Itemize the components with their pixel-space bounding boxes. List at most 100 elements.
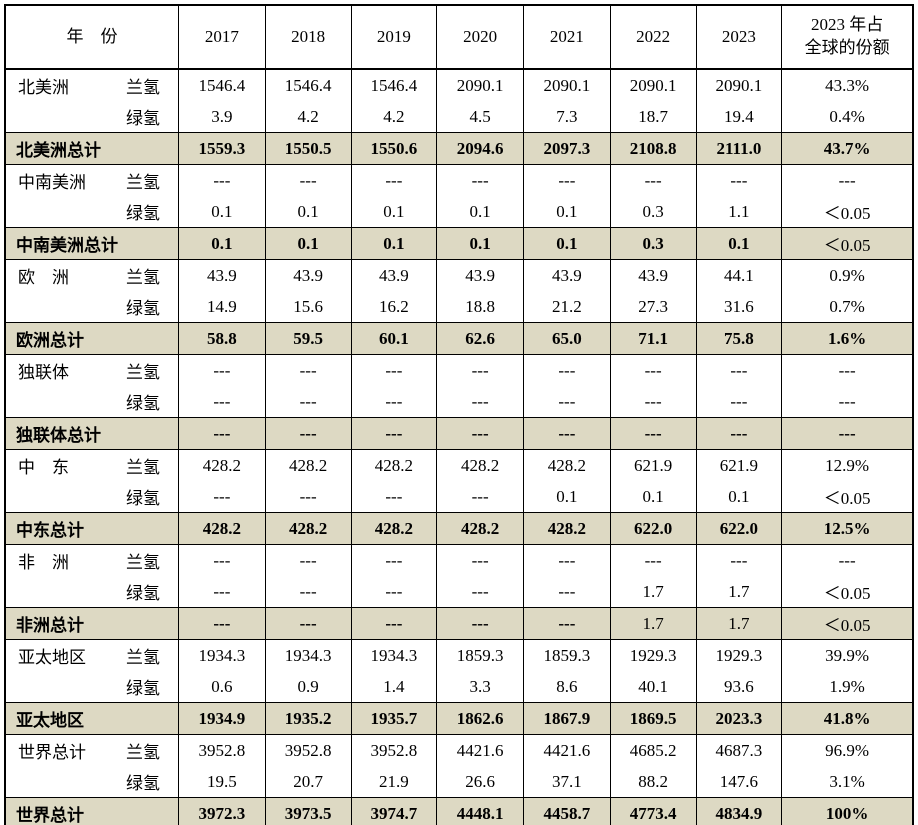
- value-cell: 0.1: [695, 227, 783, 260]
- value-cell: 0.1: [609, 481, 697, 513]
- data-row: 绿氢 0.1 0.1 0.1 0.1 0.1 0.3 1.1 ＜0.05: [4, 196, 914, 228]
- value-cell: 71.1: [609, 322, 697, 355]
- value-cell: ---: [178, 607, 266, 640]
- value-cell: 3.3: [436, 671, 525, 703]
- value-cell: 20.7: [264, 766, 352, 798]
- value-cell: ---: [350, 544, 438, 576]
- fuel-type-label: 绿氢: [126, 489, 161, 508]
- data-row: 绿氢 14.9 15.6 16.2 18.8 21.2 27.3 31.6 0.7%: [4, 291, 914, 323]
- value-cell: 4448.1: [436, 797, 525, 825]
- value-cell: 1929.3: [609, 639, 697, 671]
- region-fuel-wrap: 绿氢: [6, 389, 178, 414]
- region-label-cell: 亚太地区 兰氢: [4, 639, 180, 671]
- value-cell: 4421.6: [523, 734, 611, 766]
- data-row: 独联体 兰氢 --- --- --- --- --- --- --- ---: [4, 354, 914, 386]
- region-fuel-wrap: 绿氢: [6, 294, 178, 319]
- value-cell: 8.6: [523, 671, 611, 703]
- region-label-cell: 非 洲 兰氢: [4, 544, 180, 576]
- region-name: 中 东: [18, 458, 69, 477]
- value-cell: 2097.3: [523, 132, 611, 165]
- region-name: 非 洲: [18, 553, 69, 572]
- value-cell: 43.9: [350, 259, 438, 291]
- region-fuel-wrap: 绿氢: [6, 484, 178, 509]
- value-cell: ---: [264, 354, 352, 386]
- value-cell: 0.6: [178, 671, 266, 703]
- value-cell: 3.9: [178, 101, 266, 133]
- value-cell: ---: [436, 481, 525, 513]
- value-cell: 0.1: [264, 196, 352, 228]
- value-cell: ---: [178, 354, 266, 386]
- value-cell: 1935.7: [350, 702, 438, 735]
- value-cell: 19.4: [695, 101, 783, 133]
- value-cell: ---: [178, 164, 266, 196]
- value-cell: 428.2: [350, 449, 438, 481]
- value-cell: ---: [436, 417, 525, 450]
- value-cell: ---: [523, 354, 611, 386]
- value-cell: 2094.6: [436, 132, 525, 165]
- value-cell: 1859.3: [523, 639, 611, 671]
- value-cell: 621.9: [609, 449, 697, 481]
- hydrogen-capacity-table: 年 份 2017 2018 2019 2020 2021 2022 2023 2023 年占 全球…: [4, 4, 914, 825]
- value-cell: 26.6: [436, 766, 525, 798]
- total-row-label: 非洲总计: [4, 607, 180, 640]
- total-row-label: 独联体总计: [4, 417, 180, 450]
- region-name: 世界总计: [18, 743, 86, 762]
- region-fuel-wrap: 中 东 兰氢: [6, 453, 178, 478]
- value-cell: 93.6: [695, 671, 783, 703]
- total-row: 欧洲总计 58.8 59.5 60.1 62.6 65.0 71.1 75.8 1.6%: [4, 322, 914, 355]
- data-row: 亚太地区 兰氢 1934.3 1934.3 1934.3 1859.3 1859.3 1929…: [4, 639, 914, 671]
- value-cell: 0.1: [523, 227, 611, 260]
- total-row-label: 北美洲总计: [4, 132, 180, 165]
- value-cell: 1550.6: [350, 132, 438, 165]
- value-cell: 4.2: [350, 101, 438, 133]
- value-cell: 1.7: [695, 607, 783, 640]
- value-cell: 428.2: [264, 512, 352, 545]
- value-cell: 3973.5: [264, 797, 352, 825]
- value-cell: ---: [350, 481, 438, 513]
- share-value-cell: ＜0.05: [781, 576, 914, 608]
- value-cell: 2111.0: [695, 132, 783, 165]
- value-cell: ---: [609, 386, 697, 418]
- data-row: 世界总计 兰氢 3952.8 3952.8 3952.8 4421.6 4421.6 4685…: [4, 734, 914, 766]
- fuel-type-label: 绿氢: [126, 774, 161, 793]
- data-row: 欧 洲兰氢 43.9 43.9 43.9 43.9 43.9 43.9 44.1 0.9%: [4, 259, 914, 291]
- value-cell: 19.5: [178, 766, 266, 798]
- fuel-type-label: 兰氢: [126, 268, 161, 287]
- value-cell: 31.6: [695, 291, 783, 323]
- fuel-type-label: 绿氢: [126, 299, 161, 318]
- value-cell: 44.1: [695, 259, 783, 291]
- fuel-type-label: 兰氢: [126, 173, 161, 192]
- value-cell: 1934.3: [264, 639, 352, 671]
- share-header-line1: 2023 年占: [811, 15, 884, 35]
- region-label-cell: 绿氢: [4, 386, 180, 418]
- share-value-cell: 100%: [781, 797, 914, 825]
- value-cell: 88.2: [609, 766, 697, 798]
- value-cell: 62.6: [436, 322, 525, 355]
- year-column-header: 年 份: [4, 4, 180, 70]
- total-row: 中东总计 428.2 428.2 428.2 428.2 428.2 622.0 622.0 1…: [4, 512, 914, 545]
- fuel-type-label: 绿氢: [126, 679, 161, 698]
- value-cell: ---: [609, 354, 697, 386]
- region-name: 中南美洲: [18, 173, 86, 192]
- value-cell: 1929.3: [695, 639, 783, 671]
- value-cell: ---: [264, 576, 352, 608]
- value-cell: 428.2: [264, 449, 352, 481]
- value-cell: 60.1: [350, 322, 438, 355]
- fuel-type-label: 绿氢: [126, 109, 161, 128]
- total-row-label: 中东总计: [4, 512, 180, 545]
- value-cell: 4685.2: [609, 734, 697, 766]
- region-fuel-wrap: 中南美洲 兰氢: [6, 168, 178, 193]
- region-label-cell: 欧 洲 兰氢: [4, 259, 180, 291]
- value-cell: ---: [178, 481, 266, 513]
- value-cell: 1.7: [695, 576, 783, 608]
- value-cell: 27.3: [609, 291, 697, 323]
- value-cell: 0.9: [264, 671, 352, 703]
- value-cell: 15.6: [264, 291, 352, 323]
- value-cell: 18.7: [609, 101, 697, 133]
- region-label-cell: 中 东 兰氢: [4, 449, 180, 481]
- year-header-2018: 2018: [264, 4, 352, 70]
- value-cell: 428.2: [523, 449, 611, 481]
- share-value-cell: ---: [781, 417, 914, 450]
- share-value-cell: 1.6%: [781, 322, 914, 355]
- value-cell: ---: [609, 417, 697, 450]
